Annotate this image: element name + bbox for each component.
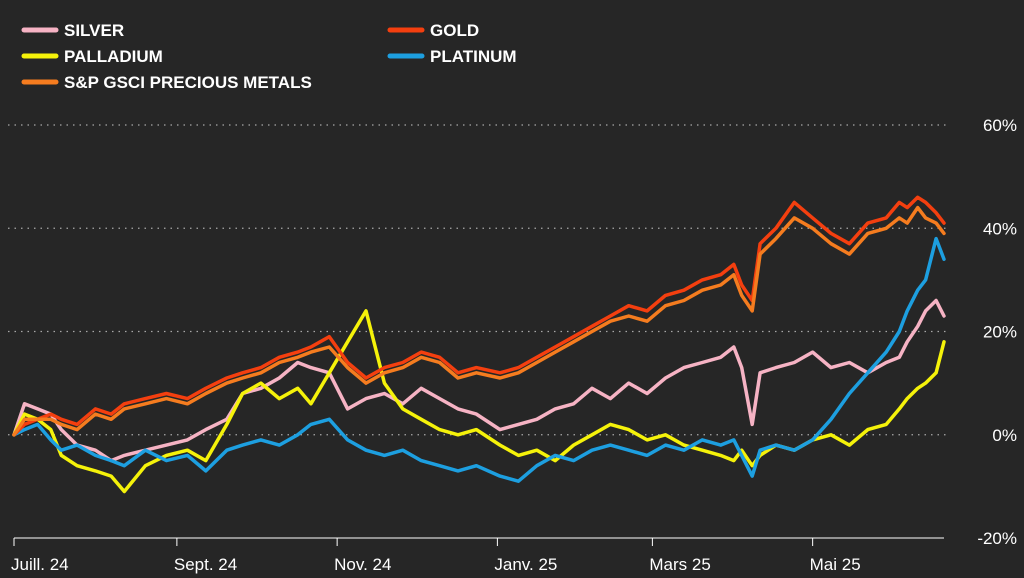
series-line-s-p-gsci-precious-metals [12, 205, 946, 437]
legend-label-palladium: PALLADIUM [64, 47, 163, 66]
series-line-silver [12, 298, 946, 463]
series-line-platinum [12, 236, 946, 483]
y-tick-label: 20% [983, 323, 1017, 342]
x-tick-label: Juill. 24 [11, 555, 69, 574]
grid-lines [8, 124, 950, 436]
x-axis: Juill. 24 Sept. 24 Nov. 24 Janv. 25 Mars 25 M… [11, 537, 944, 574]
y-tick-label: 40% [983, 219, 1017, 238]
x-tick-label: Sept. 24 [174, 555, 237, 574]
legend-label-silver: SILVER [64, 21, 124, 40]
x-tick-label: Janv. 25 [494, 555, 557, 574]
legend: SILVER GOLD PALLADIUM PLATINUM S&P GSCI PREC… [21, 21, 517, 92]
legend-label-platinum: PLATINUM [430, 47, 517, 66]
y-tick-label: -20% [977, 529, 1017, 548]
series-lines [12, 195, 946, 494]
y-axis-tick-labels: 60% 40% 20% 0% -20% [977, 116, 1017, 548]
y-tick-label: 0% [992, 426, 1017, 445]
x-tick-label: Nov. 24 [334, 555, 391, 574]
x-tick-label: Mai 25 [810, 555, 861, 574]
x-tick-label: Mars 25 [649, 555, 710, 574]
legend-label-gold: GOLD [430, 21, 479, 40]
series-line-palladium [12, 309, 946, 494]
y-tick-label: 60% [983, 116, 1017, 135]
series-line-gold [12, 195, 946, 437]
legend-label-s-p-gsci-precious-metals: S&P GSCI PRECIOUS METALS [64, 73, 312, 92]
